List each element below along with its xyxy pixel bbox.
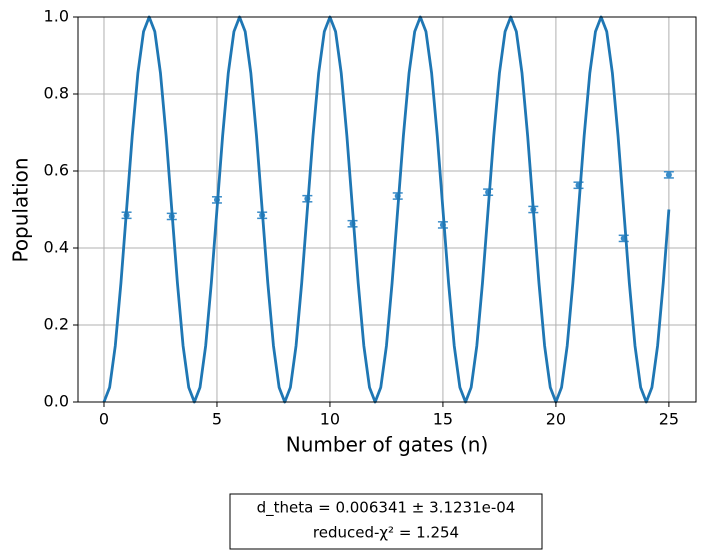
annotation-line: d_theta = 0.006341 ± 3.1231e-04 xyxy=(257,499,516,518)
annotation-line: reduced-χ² = 1.254 xyxy=(313,524,459,542)
y-tick-label: 0.0 xyxy=(44,392,69,411)
y-tick-label: 0.8 xyxy=(44,84,69,103)
x-tick-label: 15 xyxy=(433,410,453,429)
y-tick-label: 0.2 xyxy=(44,315,69,334)
x-tick-label: 5 xyxy=(212,410,222,429)
y-tick-label: 0.4 xyxy=(44,238,69,257)
x-tick-label: 0 xyxy=(99,410,109,429)
plot-frame xyxy=(77,16,697,403)
y-axis-label: Population xyxy=(9,157,33,262)
x-tick-label: 10 xyxy=(320,410,340,429)
x-tick-label: 25 xyxy=(659,410,679,429)
y-tick-label: 0.6 xyxy=(44,161,69,180)
x-axis-label: Number of gates (n) xyxy=(286,433,489,457)
annotation-box xyxy=(229,493,543,550)
x-tick-label: 20 xyxy=(546,410,566,429)
data-point xyxy=(665,171,672,178)
fit-line xyxy=(102,15,671,404)
y-tick-label: 1.0 xyxy=(44,7,69,26)
marks xyxy=(102,15,674,404)
